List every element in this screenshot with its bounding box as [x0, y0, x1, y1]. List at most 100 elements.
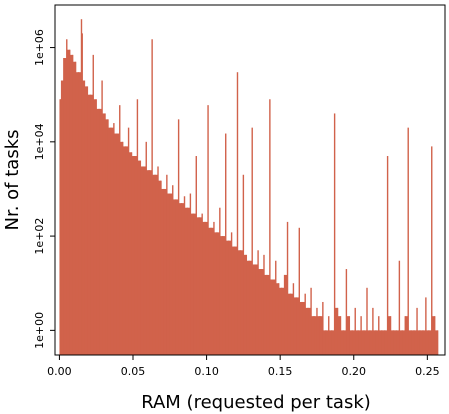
histogram-bar-fill: [82, 80, 85, 355]
histogram-bar: [269, 99, 271, 355]
histogram-bar: [425, 297, 427, 355]
histogram-bar-fill: [234, 246, 238, 355]
histogram-bar-fill: [302, 301, 306, 355]
histogram-bar-fill: [308, 307, 312, 355]
histogram-bar-fill: [296, 297, 300, 355]
histogram-bar: [298, 227, 300, 355]
histogram-bar-fill: [417, 330, 420, 355]
histogram-bar-fill: [290, 293, 294, 355]
histogram-bar-fill: [261, 269, 264, 355]
x-tick-label: 0.00: [47, 365, 72, 378]
histogram-bar-fill: [61, 80, 64, 355]
histogram-bar-fill: [216, 232, 220, 355]
histogram-bar-fill: [428, 330, 432, 355]
histogram-bar-fill: [287, 293, 291, 355]
histogram-bar: [292, 283, 295, 355]
histogram-bar: [251, 127, 253, 355]
histogram-bar: [180, 203, 183, 355]
histogram-bar-fill: [134, 156, 138, 355]
histogram-bar-fill: [278, 287, 282, 355]
histogram-bar-fill: [96, 108, 100, 355]
y-axis-title: Nr. of tasks: [2, 130, 23, 231]
histogram-bar-fill: [355, 330, 359, 355]
x-axis-title: RAM (requested per task): [141, 392, 371, 413]
histogram-bar-fill: [319, 316, 323, 355]
histogram-bar-fill: [387, 316, 391, 355]
histogram-bar-fill: [375, 330, 379, 355]
histogram-bar-fill: [113, 133, 117, 355]
histogram-bar-fill: [381, 330, 385, 355]
histogram-bar-fill: [160, 188, 164, 355]
histogram-bar-fill: [346, 316, 350, 355]
histogram-bar: [333, 113, 336, 355]
histogram-bar-fill: [369, 330, 373, 355]
y-tick-label: 1e+02: [33, 218, 46, 255]
histogram-bar-fill: [175, 199, 179, 355]
histogram-bar-fill: [269, 279, 273, 355]
histogram-bar-fill: [105, 119, 108, 355]
histogram-bar-fill: [340, 330, 344, 355]
histogram-bar-fill: [314, 316, 317, 355]
histogram-bar-fill: [90, 94, 94, 355]
histogram-bar-fill: [228, 240, 232, 355]
histogram-bar-fill: [275, 283, 279, 355]
histogram-bar-fill: [414, 330, 418, 355]
histogram-bar-fill: [193, 213, 197, 355]
histogram-bar-fill: [84, 86, 88, 356]
histogram-bar-fill: [187, 207, 191, 355]
histogram-bar-fill: [293, 297, 297, 355]
histogram-bar-fill: [205, 221, 209, 355]
histogram-bar: [381, 330, 383, 355]
histogram-bar-fill: [266, 274, 270, 355]
histogram-bar-fill: [231, 246, 235, 355]
histogram-bar-fill: [158, 180, 161, 355]
histogram-bar-fill: [102, 113, 106, 355]
histogram-bar-fill: [252, 264, 256, 355]
histogram-bar-fill: [349, 330, 353, 355]
histogram-bar-fill: [87, 94, 91, 355]
histogram-bars: [59, 19, 439, 356]
histogram-bar-fill: [434, 330, 438, 355]
histogram-bar-fill: [246, 260, 250, 355]
histogram-bar-fill: [419, 330, 423, 355]
histogram-bar-fill: [131, 156, 135, 355]
histogram-bar-fill: [213, 232, 217, 355]
histogram-bar-fill: [172, 199, 176, 355]
histogram-bar: [242, 174, 245, 355]
histogram-bar-fill: [69, 54, 73, 356]
histogram-bar-fill: [110, 127, 114, 355]
histogram-bar-fill: [337, 316, 341, 355]
y-tick-label: 1e+00: [33, 312, 46, 349]
y-tick-label: 1e+04: [33, 123, 46, 160]
histogram-bar-fill: [431, 316, 435, 355]
histogram-bar-fill: [328, 330, 332, 355]
histogram-bar-fill: [258, 269, 262, 355]
histogram-bar-fill: [311, 316, 315, 355]
x-tick-label: 0.05: [121, 365, 146, 378]
histogram-bar-fill: [199, 217, 203, 355]
histogram-bar: [386, 156, 389, 355]
histogram-bar: [104, 113, 106, 355]
x-tick-label: 0.10: [194, 365, 219, 378]
histogram-bar-fill: [364, 330, 367, 355]
histogram-bar-fill: [149, 170, 153, 355]
histogram-bar-fill: [384, 330, 388, 355]
histogram-bar: [319, 316, 321, 355]
histogram-bar-fill: [408, 330, 412, 355]
histogram-bar-fill: [249, 260, 253, 355]
histogram-bar-fill: [66, 49, 70, 355]
histogram-bar-fill: [322, 330, 326, 355]
histogram-bar-fill: [305, 307, 309, 355]
histogram-bar-fill: [219, 236, 223, 355]
histogram-bar-fill: [237, 250, 241, 355]
histogram-bar-fill: [140, 166, 144, 355]
histogram-bar-fill: [116, 133, 120, 355]
x-tick-label: 0.15: [268, 365, 293, 378]
histogram-bar-fill: [196, 217, 200, 355]
histogram-bar-fill: [93, 99, 97, 355]
histogram-bar-fill: [334, 307, 338, 355]
histogram-bar: [398, 260, 401, 355]
histogram-bar-fill: [211, 227, 214, 355]
histogram-bar: [431, 146, 433, 355]
